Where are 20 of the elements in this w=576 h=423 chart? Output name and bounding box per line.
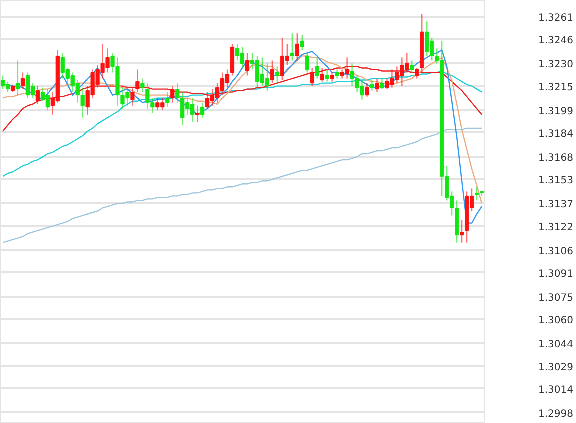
y-tick-label: 1.3137 (538, 200, 574, 211)
y-tick-label: 1.3246 (538, 36, 574, 47)
y-tick-label: 1.3091 (538, 268, 574, 280)
y-tick-label: 1.3060 (538, 316, 574, 327)
y-tick-label: 1.3199 (538, 106, 574, 118)
line-series (2, 66, 483, 132)
y-tick-label: 1.3215 (538, 82, 574, 94)
y-tick-label: 1.3029 (538, 362, 574, 374)
y-tick-label: 1.3261 (538, 13, 574, 24)
y-tick-label: 1.3168 (538, 153, 574, 164)
y-tick-label: 1.3106 (538, 246, 574, 258)
y-tick-label: 1.3230 (538, 60, 574, 71)
y-tick-label: 1.3122 (538, 222, 574, 234)
y-tick-label: 1.3184 (538, 128, 574, 140)
y-tick-label: 1.3044 (538, 340, 574, 351)
y-tick-label: 1.2998 (538, 408, 574, 420)
y-tick-label: 1.3014 (538, 384, 574, 396)
y-tick-label: 1.3075 (538, 293, 574, 304)
y-tick-label: 1.3153 (538, 176, 574, 187)
line-series (2, 128, 483, 244)
